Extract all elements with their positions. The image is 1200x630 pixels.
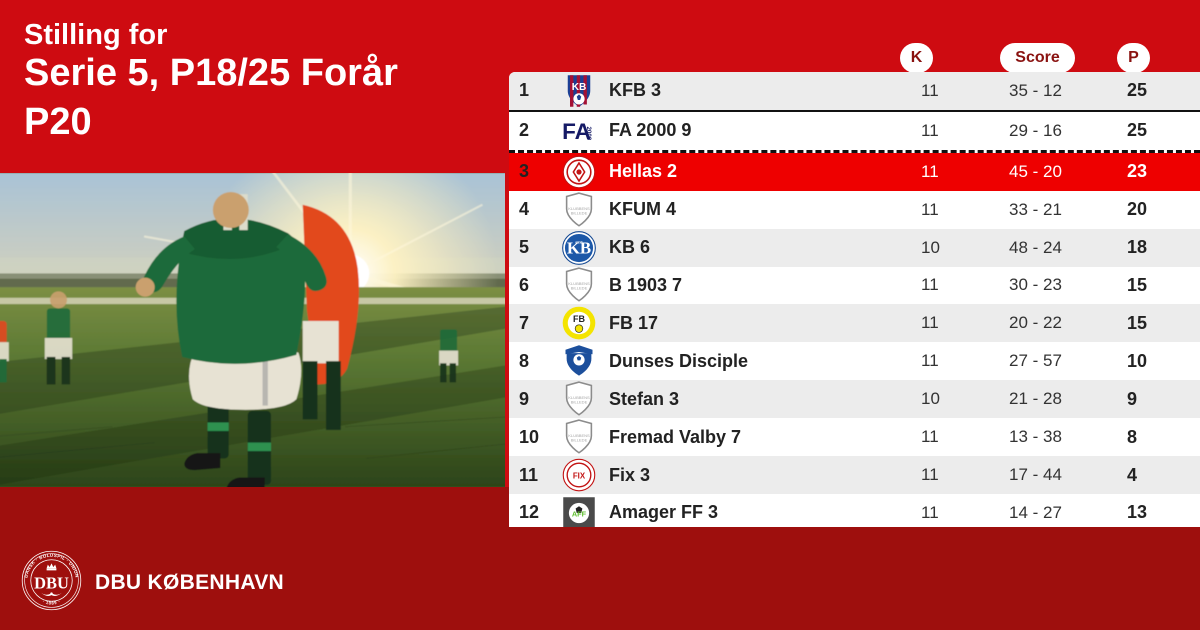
svg-text:FIX: FIX (573, 471, 586, 480)
svg-text:AFF: AFF (572, 509, 587, 518)
svg-text:FB: FB (573, 314, 585, 324)
svg-text:2000: 2000 (585, 126, 592, 140)
svg-text:BILLEDE: BILLEDE (571, 400, 588, 405)
svg-text:1896: 1896 (575, 240, 583, 244)
svg-text:BILLEDE: BILLEDE (571, 438, 588, 443)
svg-text:BILLEDE: BILLEDE (571, 286, 588, 291)
svg-text:BILLEDE: BILLEDE (571, 210, 588, 215)
svg-text:KB: KB (572, 82, 587, 93)
svg-text:DBU: DBU (34, 573, 69, 592)
svg-text:· 1889 ·: · 1889 · (42, 599, 62, 606)
